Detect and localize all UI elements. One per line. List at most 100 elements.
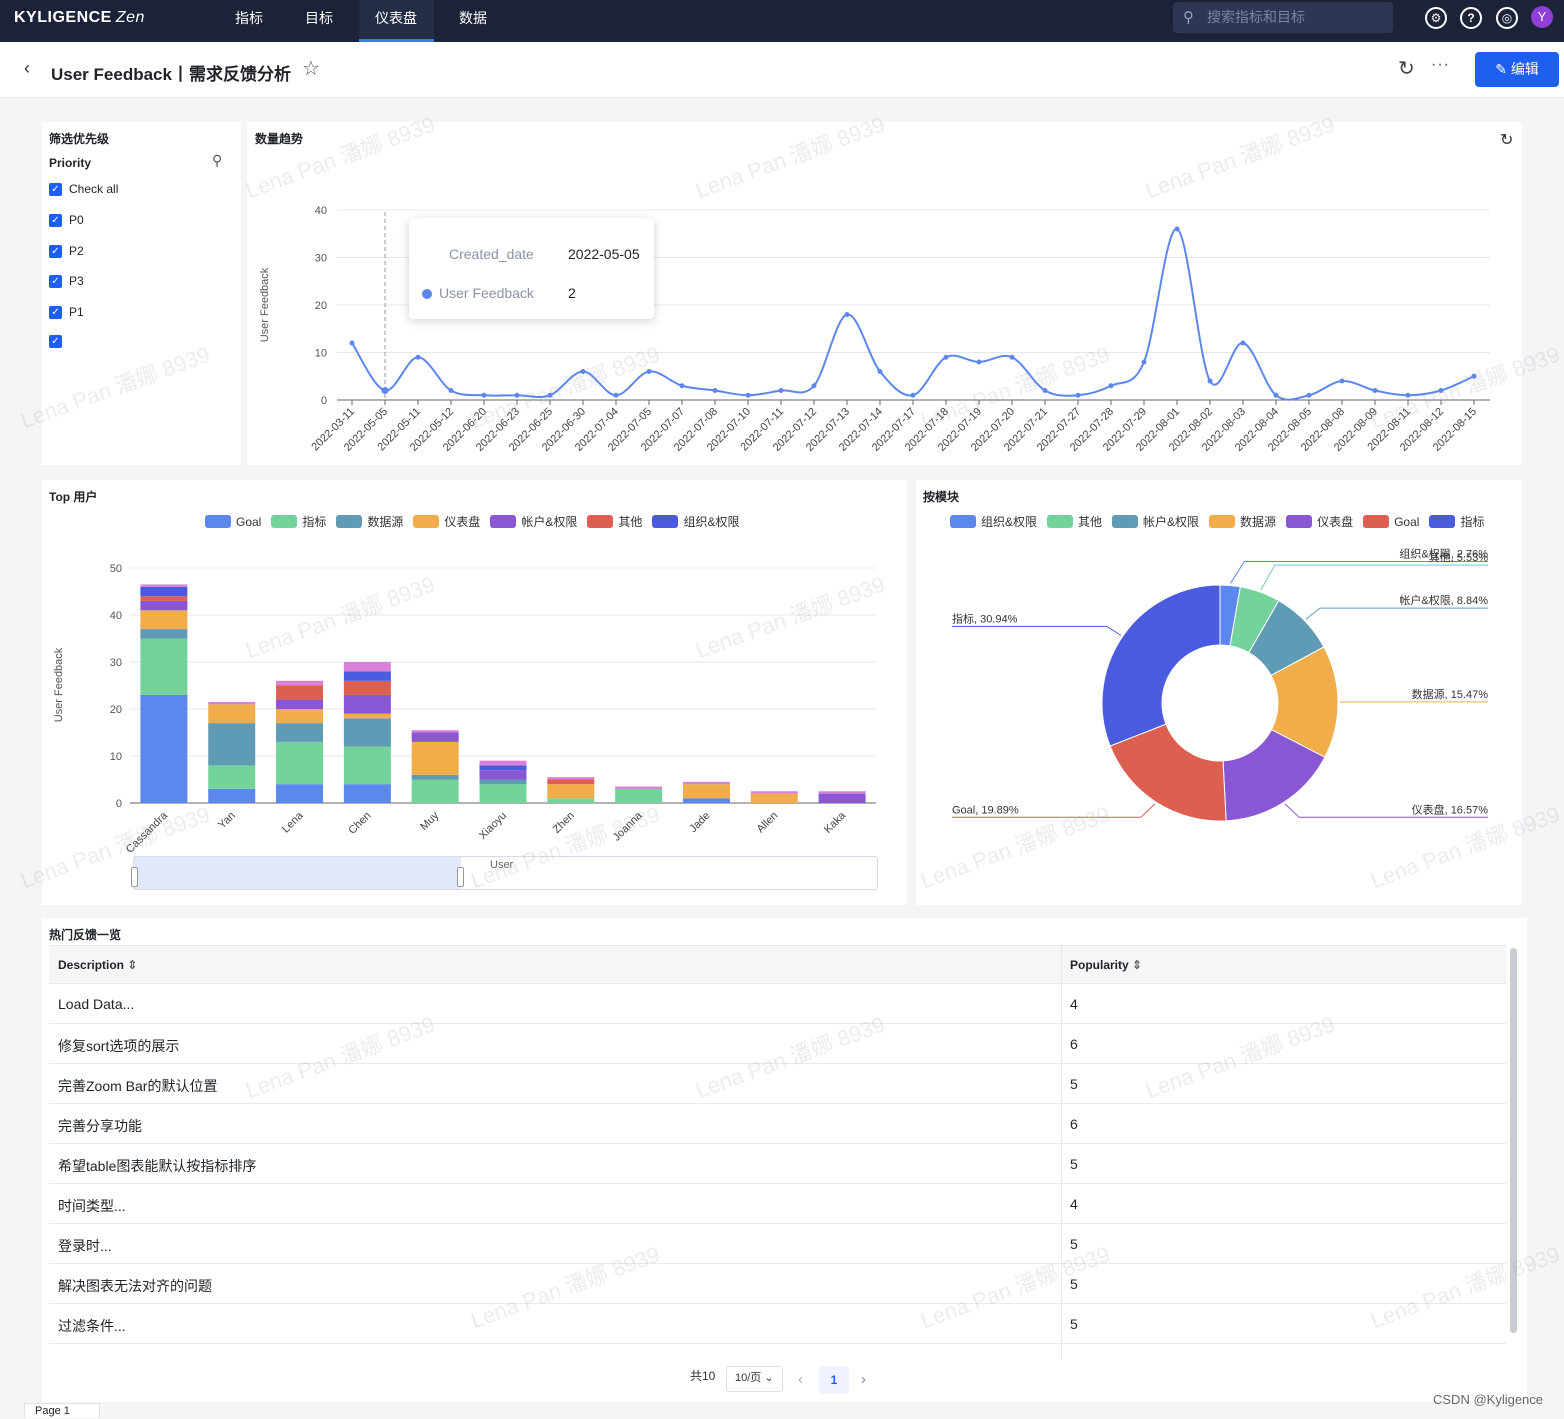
- prev-page-icon[interactable]: ‹: [798, 1371, 803, 1388]
- zoom-handle-right[interactable]: [457, 867, 464, 887]
- bar-segment: [344, 714, 391, 719]
- bar-segment: [140, 601, 187, 610]
- bar-segment: [140, 629, 187, 638]
- y-tick-label: 30: [315, 253, 327, 265]
- table-scrollbar[interactable]: [1510, 948, 1517, 1333]
- bar-segment: [344, 747, 391, 785]
- bar-segment: [140, 587, 187, 596]
- bar-segment: [480, 784, 527, 803]
- bar-segment: [344, 784, 391, 803]
- x-tick-label: Jade: [687, 810, 712, 835]
- data-point: [1472, 374, 1477, 379]
- data-zoom-slider[interactable]: [133, 856, 878, 890]
- bar-segment: [276, 709, 323, 723]
- tooltip-series-dot: [422, 289, 432, 299]
- slice-label: 其他, 5.53%: [1429, 551, 1489, 564]
- data-point: [878, 369, 883, 374]
- table-row[interactable]: 解决图表无法对齐的问题 5: [49, 1264, 1506, 1304]
- feedback-table: Description ⇕ Popularity ⇕ Load Data... 4…: [49, 945, 1506, 1344]
- cell-popularity: 4: [1070, 996, 1078, 1012]
- label-leader-line: [952, 626, 1121, 635]
- slice-label: 帐户&权限, 8.84%: [1399, 593, 1488, 607]
- bar-segment: [344, 671, 391, 680]
- data-point: [382, 387, 389, 394]
- data-point: [746, 393, 751, 398]
- y-axis-label: User Feedback: [259, 267, 271, 342]
- cell-description: 完善Zoom Bar的默认位置: [58, 1076, 217, 1096]
- bar-segment: [412, 742, 459, 775]
- bar-segment: [276, 681, 323, 686]
- bar-segment: [276, 686, 323, 700]
- data-point: [449, 388, 454, 393]
- table-title: 热门反馈一览: [49, 926, 121, 943]
- bar-segment: [276, 700, 323, 709]
- next-page-icon[interactable]: ›: [861, 1371, 866, 1388]
- data-point: [614, 393, 619, 398]
- y-tick-label: 20: [110, 704, 122, 716]
- bar-segment: [547, 777, 594, 779]
- bar-segment: [412, 775, 459, 780]
- bar-segment: [751, 791, 798, 793]
- bar-segment: [276, 742, 323, 784]
- column-header-description[interactable]: Description ⇕: [58, 958, 137, 972]
- data-point: [1175, 227, 1180, 232]
- zoom-selection[interactable]: [134, 857, 461, 889]
- page-number[interactable]: 1: [819, 1366, 849, 1394]
- table-row[interactable]: 完善分享功能 6: [49, 1104, 1506, 1144]
- bar-segment: [412, 730, 459, 732]
- cell-description: Load Data...: [58, 996, 134, 1012]
- cell-popularity: 5: [1070, 1276, 1078, 1292]
- chart-tooltip: Created_date 2022-05-05 User Feedback 2: [409, 218, 654, 319]
- table-row[interactable]: 登录时...5: [49, 1224, 1506, 1264]
- column-header-popularity[interactable]: Popularity ⇕: [1070, 958, 1142, 972]
- bar-segment: [480, 765, 527, 770]
- data-point: [1373, 388, 1378, 393]
- bar-segment: [412, 780, 459, 804]
- y-tick-label: 30: [110, 657, 122, 669]
- cell-description: 过滤条件...: [58, 1316, 126, 1336]
- data-point: [713, 388, 718, 393]
- chevron-down-icon: ⌄: [764, 1372, 773, 1384]
- page-size-value: 10/页: [735, 1372, 761, 1384]
- bar-segment: [480, 761, 527, 766]
- bar-segment: [615, 789, 662, 803]
- cell-popularity: 6: [1070, 1116, 1078, 1132]
- zoom-handle-left[interactable]: [131, 867, 138, 887]
- cell-popularity: 5: [1070, 1076, 1078, 1092]
- cell-description: 解决图表无法对齐的问题: [58, 1276, 212, 1296]
- table-row[interactable]: 时间类型...4: [49, 1184, 1506, 1224]
- data-point: [911, 393, 916, 398]
- data-point: [779, 388, 784, 393]
- sheet-tab[interactable]: Page 1: [24, 1403, 100, 1418]
- cell-popularity: 4: [1070, 1196, 1078, 1212]
- x-tick-label: Xiaoyu: [477, 810, 509, 842]
- tooltip-value-series: 2: [568, 285, 576, 301]
- data-point: [1076, 393, 1081, 398]
- cell-description: 完善分享功能: [58, 1116, 142, 1136]
- bar-segment: [547, 784, 594, 798]
- table-row[interactable]: 完善Zoom Bar的默认位置 5: [49, 1064, 1506, 1104]
- sort-icon[interactable]: ⇕: [127, 958, 137, 972]
- bar-segment: [751, 794, 798, 803]
- data-point: [416, 355, 421, 360]
- table-row[interactable]: 过滤条件...5: [49, 1304, 1506, 1344]
- data-point: [581, 369, 586, 374]
- label-leader-line: [1306, 608, 1488, 619]
- cell-popularity: 5: [1070, 1156, 1078, 1172]
- page-size-select[interactable]: 10/页 ⌄: [726, 1366, 783, 1392]
- bar-segment: [615, 787, 662, 789]
- data-point: [1142, 360, 1147, 365]
- bar-segment: [208, 789, 255, 803]
- sort-icon[interactable]: ⇕: [1132, 958, 1142, 972]
- data-point: [1274, 393, 1279, 398]
- bar-segment: [208, 723, 255, 765]
- data-point: [944, 355, 949, 360]
- data-point: [680, 383, 685, 388]
- data-point: [647, 369, 652, 374]
- bar-segment: [412, 733, 459, 742]
- y-tick-label: 0: [321, 395, 327, 407]
- y-tick-label: 0: [116, 798, 122, 810]
- table-row[interactable]: Load Data... 4: [49, 984, 1506, 1024]
